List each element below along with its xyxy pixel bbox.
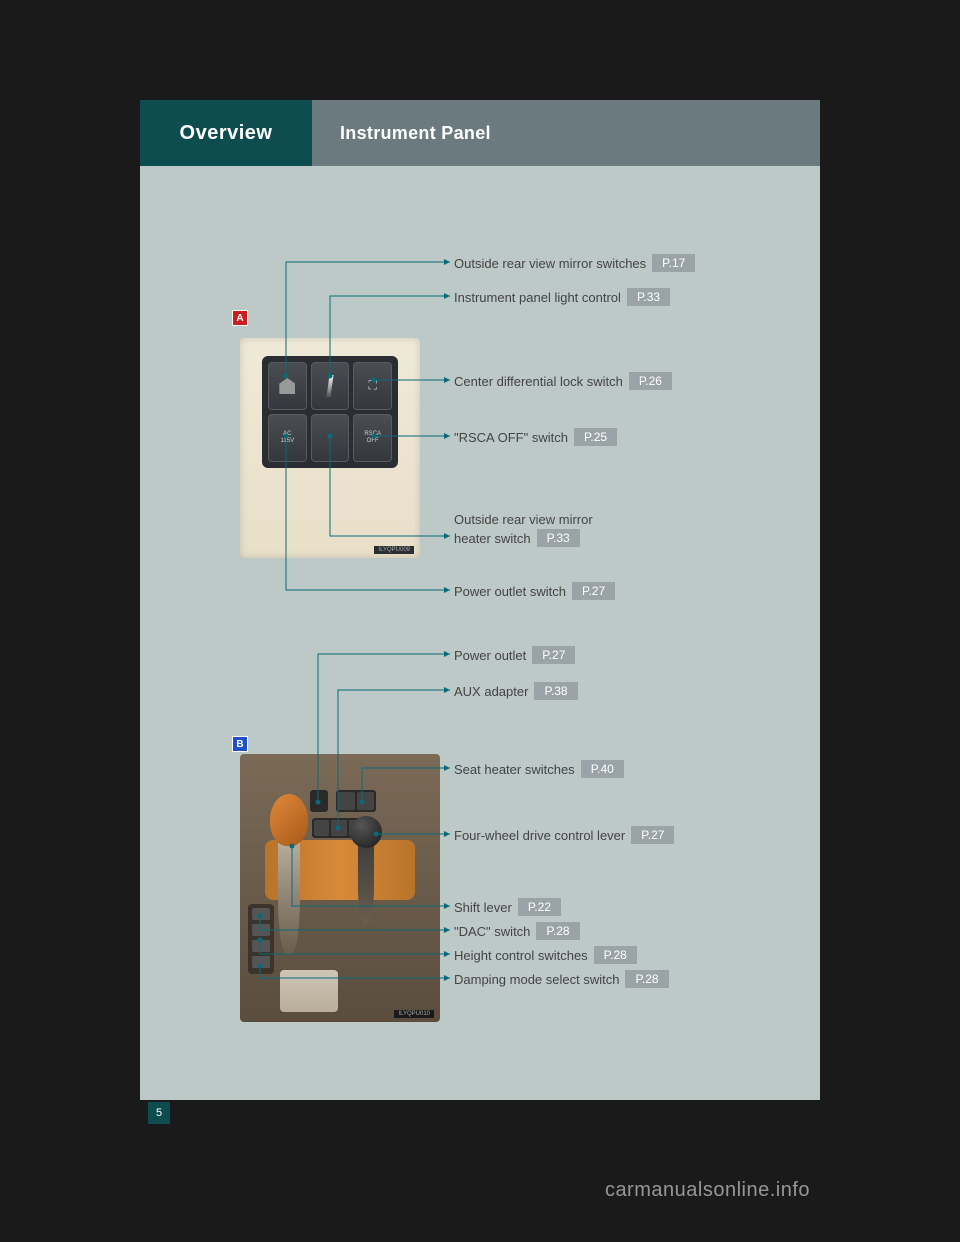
page-ref: P.40 [581, 760, 624, 778]
illus-shift-knob [270, 794, 308, 846]
label: Outside rear view mirror switches [454, 256, 646, 271]
label: AUX adapter [454, 684, 528, 699]
header-overview: Overview [140, 100, 312, 166]
btn-diff-lock: ⛶ [353, 362, 392, 410]
label: Center differential lock switch [454, 374, 623, 389]
label: Power outlet switch [454, 584, 566, 599]
callout-light-control: Instrument panel light control P.33 [454, 288, 670, 306]
panel-b-code: ILYQPU010 [394, 1010, 434, 1018]
label: Seat heater switches [454, 762, 575, 777]
illus-shift-plate [280, 970, 338, 1012]
page-ref: P.27 [572, 582, 615, 600]
page-content: A ⛶ AC 115V ⛉ RSCA OFF ILYQPU009 [140, 166, 820, 1100]
label: "RSCA OFF" switch [454, 430, 568, 445]
switch-grid: ⛶ AC 115V ⛉ RSCA OFF [262, 356, 398, 468]
page-ref: P.33 [627, 288, 670, 306]
label: Instrument panel light control [454, 290, 621, 305]
illus-power-outlet [310, 790, 328, 812]
btn-mirror [268, 362, 307, 410]
page-ref: P.27 [631, 826, 674, 844]
btn-rsca-off: RSCA OFF [353, 414, 392, 462]
callout-power-switch: Power outlet switch P.27 [454, 582, 615, 600]
page-ref: P.22 [518, 898, 561, 916]
switch-panel-a-illustration: ⛶ AC 115V ⛉ RSCA OFF ILYQPU009 [240, 338, 420, 558]
marker-a: A [232, 310, 248, 326]
label: Power outlet [454, 648, 526, 663]
btn-ac115v: AC 115V [268, 414, 307, 462]
page-number: 5 [148, 1102, 170, 1124]
page-ref: P.25 [574, 428, 617, 446]
btn-mirror-heat: ⛉ [311, 414, 350, 462]
label: Height control switches [454, 948, 588, 963]
label-line2: heater switch [454, 531, 531, 546]
label: Damping mode select switch [454, 972, 619, 987]
watermark: carmanualsonline.info [605, 1179, 810, 1202]
callout-rsca: "RSCA OFF" switch P.25 [454, 428, 617, 446]
callout-height: Height control switches P.28 [454, 946, 637, 964]
callout-power-outlet: Power outlet P.27 [454, 646, 575, 664]
page-ref: P.26 [629, 372, 672, 390]
page-ref: P.28 [594, 946, 637, 964]
header-title: Instrument Panel [312, 100, 820, 166]
page-ref: P.28 [625, 970, 668, 988]
callout-damping: Damping mode select switch P.28 [454, 970, 669, 988]
illus-side-switches [248, 904, 274, 974]
page-ref: P.28 [536, 922, 579, 940]
callout-seat-heater: Seat heater switches P.40 [454, 760, 624, 778]
callout-dac: "DAC" switch P.28 [454, 922, 580, 940]
callout-diff-lock: Center differential lock switch P.26 [454, 372, 672, 390]
panel-a-code: ILYQPU009 [374, 546, 414, 554]
label: "DAC" switch [454, 924, 530, 939]
callout-4wd-lever: Four-wheel drive control lever P.27 [454, 826, 674, 844]
btn-dimmer [311, 362, 350, 410]
page-ref: P.33 [537, 529, 580, 547]
illus-seat-heaters [336, 790, 376, 812]
page-ref: P.38 [534, 682, 577, 700]
callout-mirror-switches: Outside rear view mirror switches P.17 [454, 254, 695, 272]
page-header: Overview Instrument Panel [140, 100, 820, 166]
console-panel-b-illustration: ILYQPU010 [240, 754, 440, 1022]
label-line1: Outside rear view mirror [454, 512, 593, 527]
label: Shift lever [454, 900, 512, 915]
callout-aux: AUX adapter P.38 [454, 682, 578, 700]
manual-page: Overview Instrument Panel A ⛶ AC 115V ⛉ … [140, 100, 820, 1100]
page-ref: P.27 [532, 646, 575, 664]
callout-mirror-heater: Outside rear view mirror heater switch P… [454, 512, 593, 547]
illus-4wd-lever-knob [350, 816, 382, 848]
label: Four-wheel drive control lever [454, 828, 625, 843]
page-ref: P.17 [652, 254, 695, 272]
callout-shift-lever: Shift lever P.22 [454, 898, 561, 916]
marker-b: B [232, 736, 248, 752]
